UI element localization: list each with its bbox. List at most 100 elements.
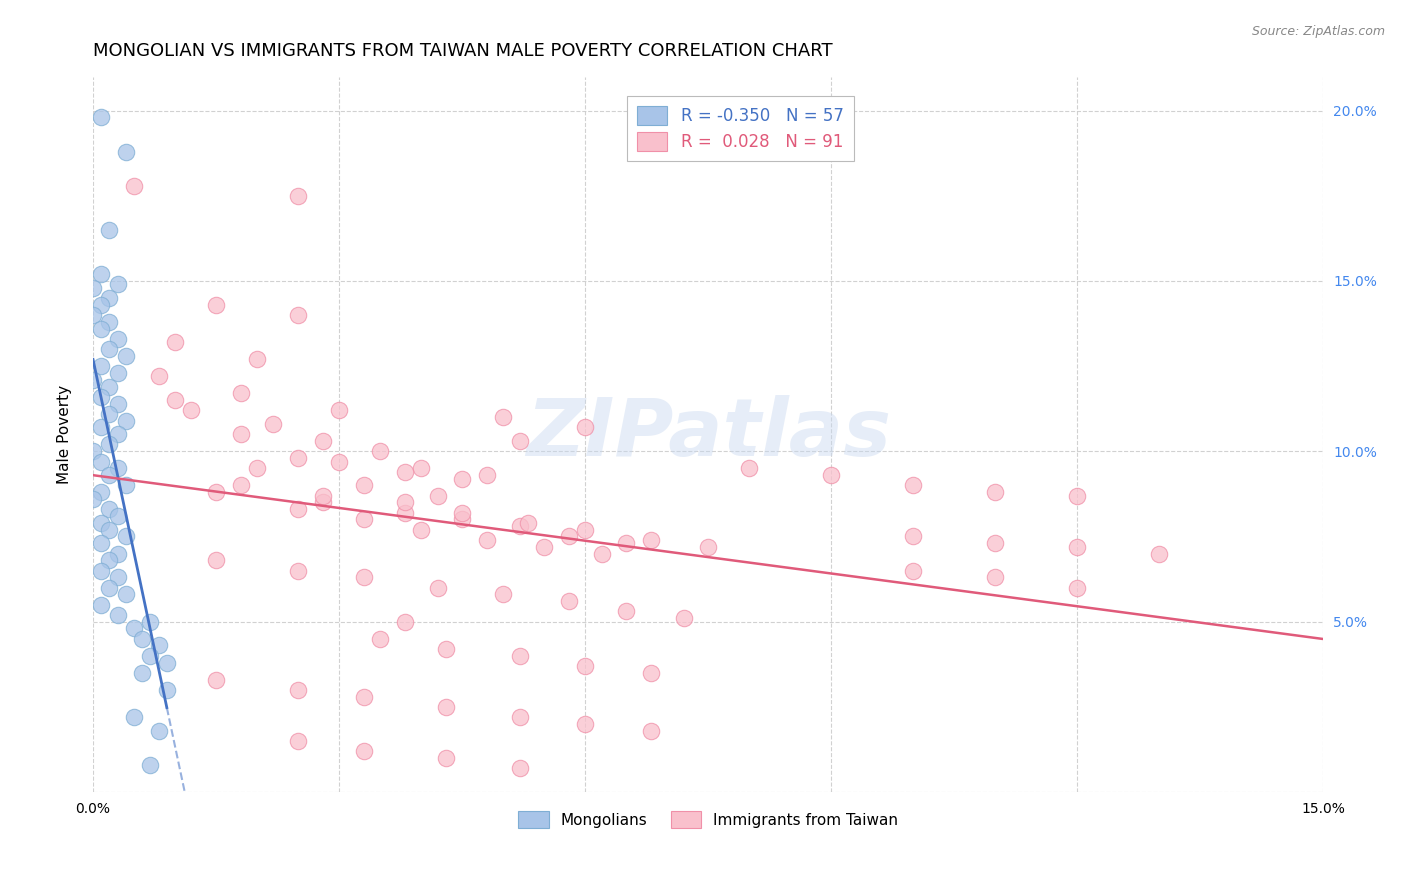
Point bbox=[107, 396, 129, 410]
Point bbox=[107, 509, 129, 524]
Point bbox=[492, 410, 515, 425]
Point bbox=[640, 533, 662, 547]
Point bbox=[229, 386, 252, 401]
Point bbox=[640, 665, 662, 680]
Point bbox=[180, 403, 202, 417]
Point bbox=[98, 523, 121, 537]
Text: MONGOLIAN VS IMMIGRANTS FROM TAIWAN MALE POVERTY CORRELATION CHART: MONGOLIAN VS IMMIGRANTS FROM TAIWAN MALE… bbox=[93, 42, 832, 60]
Point bbox=[114, 529, 136, 543]
Point bbox=[163, 335, 186, 350]
Point bbox=[107, 427, 129, 442]
Text: ZIPatlas: ZIPatlas bbox=[526, 395, 890, 474]
Point bbox=[353, 744, 375, 758]
Point bbox=[82, 281, 104, 295]
Point bbox=[246, 352, 269, 367]
Point bbox=[614, 536, 637, 550]
Point bbox=[394, 465, 416, 479]
Point bbox=[738, 461, 761, 475]
Text: Source: ZipAtlas.com: Source: ZipAtlas.com bbox=[1251, 25, 1385, 38]
Point bbox=[98, 407, 121, 421]
Point bbox=[368, 444, 391, 458]
Point bbox=[451, 472, 474, 486]
Point bbox=[90, 536, 112, 550]
Point bbox=[98, 315, 121, 329]
Point bbox=[114, 478, 136, 492]
Point bbox=[328, 454, 350, 468]
Point bbox=[107, 547, 129, 561]
Point bbox=[90, 267, 112, 281]
Point bbox=[311, 489, 333, 503]
Point bbox=[509, 519, 531, 533]
Point bbox=[82, 308, 104, 322]
Point bbox=[509, 648, 531, 663]
Point bbox=[1149, 547, 1171, 561]
Point bbox=[205, 673, 228, 687]
Point bbox=[411, 523, 433, 537]
Point bbox=[148, 369, 170, 384]
Point bbox=[122, 622, 145, 636]
Point bbox=[98, 342, 121, 356]
Point bbox=[574, 420, 596, 434]
Point bbox=[205, 485, 228, 500]
Point bbox=[984, 536, 1007, 550]
Point bbox=[98, 223, 121, 237]
Point bbox=[98, 379, 121, 393]
Point bbox=[509, 434, 531, 448]
Point bbox=[156, 682, 179, 697]
Point bbox=[984, 570, 1007, 584]
Point bbox=[98, 468, 121, 483]
Point bbox=[516, 516, 538, 530]
Point bbox=[229, 478, 252, 492]
Point bbox=[640, 723, 662, 738]
Point bbox=[1066, 540, 1088, 554]
Point bbox=[107, 607, 129, 622]
Point bbox=[90, 359, 112, 373]
Point bbox=[229, 427, 252, 442]
Point bbox=[328, 403, 350, 417]
Point bbox=[353, 570, 375, 584]
Point bbox=[533, 540, 555, 554]
Point bbox=[107, 277, 129, 292]
Point bbox=[426, 489, 449, 503]
Point bbox=[287, 308, 309, 322]
Point bbox=[98, 291, 121, 305]
Point bbox=[903, 564, 925, 578]
Point bbox=[311, 434, 333, 448]
Point bbox=[492, 587, 515, 601]
Legend: Mongolians, Immigrants from Taiwan: Mongolians, Immigrants from Taiwan bbox=[512, 805, 904, 834]
Point bbox=[574, 659, 596, 673]
Point bbox=[903, 478, 925, 492]
Point bbox=[90, 454, 112, 468]
Point bbox=[131, 665, 153, 680]
Point bbox=[984, 485, 1007, 500]
Point bbox=[114, 349, 136, 363]
Point bbox=[90, 298, 112, 312]
Point bbox=[107, 570, 129, 584]
Point bbox=[426, 581, 449, 595]
Point bbox=[394, 615, 416, 629]
Point bbox=[574, 716, 596, 731]
Point bbox=[82, 444, 104, 458]
Point bbox=[287, 451, 309, 466]
Point bbox=[311, 495, 333, 509]
Point bbox=[98, 581, 121, 595]
Point bbox=[90, 485, 112, 500]
Point bbox=[98, 502, 121, 516]
Point bbox=[90, 564, 112, 578]
Point bbox=[509, 761, 531, 775]
Point bbox=[114, 587, 136, 601]
Point bbox=[672, 611, 695, 625]
Point bbox=[434, 641, 457, 656]
Point bbox=[903, 529, 925, 543]
Point bbox=[156, 656, 179, 670]
Point bbox=[131, 632, 153, 646]
Point bbox=[114, 145, 136, 159]
Point bbox=[90, 420, 112, 434]
Point bbox=[574, 523, 596, 537]
Point bbox=[139, 648, 162, 663]
Point bbox=[394, 495, 416, 509]
Point bbox=[163, 393, 186, 408]
Point bbox=[287, 189, 309, 203]
Point bbox=[90, 390, 112, 404]
Point bbox=[411, 461, 433, 475]
